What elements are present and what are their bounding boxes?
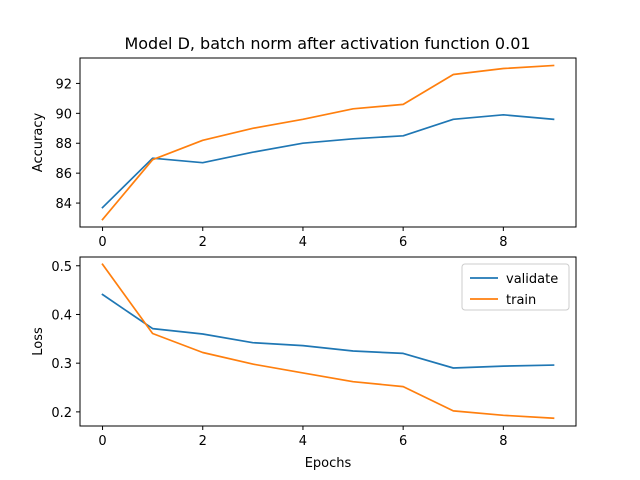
loss-x-tick-label: 2 <box>199 434 207 449</box>
accuracy-y-tick-label: 84 <box>55 197 72 212</box>
legend-validate-label: validate <box>506 272 558 287</box>
loss-x-axis-label: Epochs <box>305 456 352 471</box>
loss-panel: 0 2 4 6 8 0.2 0.3 0.4 0.5 Loss Epochs validate train <box>31 256 577 471</box>
loss-axes-frame <box>79 256 577 427</box>
loss-train-line <box>101 263 555 420</box>
accuracy-x-tick-label: 8 <box>499 235 507 250</box>
loss-y-tick-label: 0.5 <box>51 260 72 275</box>
accuracy-y-axis-label: Accuracy <box>31 113 46 173</box>
accuracy-panel: 0 2 4 6 8 84 86 88 90 92 Accuracy <box>31 57 577 250</box>
accuracy-train-line <box>101 64 555 221</box>
loss-y-axis-label: Loss <box>31 327 46 356</box>
accuracy-x-tick-label: 0 <box>98 235 106 250</box>
loss-x-tick-label: 8 <box>499 434 507 449</box>
accuracy-y-tick-label: 86 <box>55 167 72 182</box>
legend: validate train <box>461 263 570 311</box>
loss-y-tick-label: 0.4 <box>51 308 72 323</box>
accuracy-axes-frame <box>79 57 577 228</box>
chart-title: Model D, batch norm after activation fun… <box>124 34 530 53</box>
legend-train-label: train <box>506 293 536 308</box>
accuracy-x-tick-label: 4 <box>299 235 307 250</box>
accuracy-x-tick-label: 2 <box>199 235 207 250</box>
accuracy-y-tick-label: 92 <box>55 77 72 92</box>
accuracy-x-tick-label: 6 <box>399 235 407 250</box>
accuracy-y-tick-label: 90 <box>55 107 72 122</box>
accuracy-validate-line <box>101 113 555 209</box>
accuracy-y-tick-label: 88 <box>55 137 72 152</box>
loss-x-tick-label: 6 <box>399 434 407 449</box>
loss-y-tick-label: 0.3 <box>51 357 72 372</box>
loss-y-tick-label: 0.2 <box>51 406 72 421</box>
loss-validate-line <box>101 293 555 369</box>
loss-x-tick-label: 0 <box>98 434 106 449</box>
loss-x-tick-label: 4 <box>299 434 307 449</box>
